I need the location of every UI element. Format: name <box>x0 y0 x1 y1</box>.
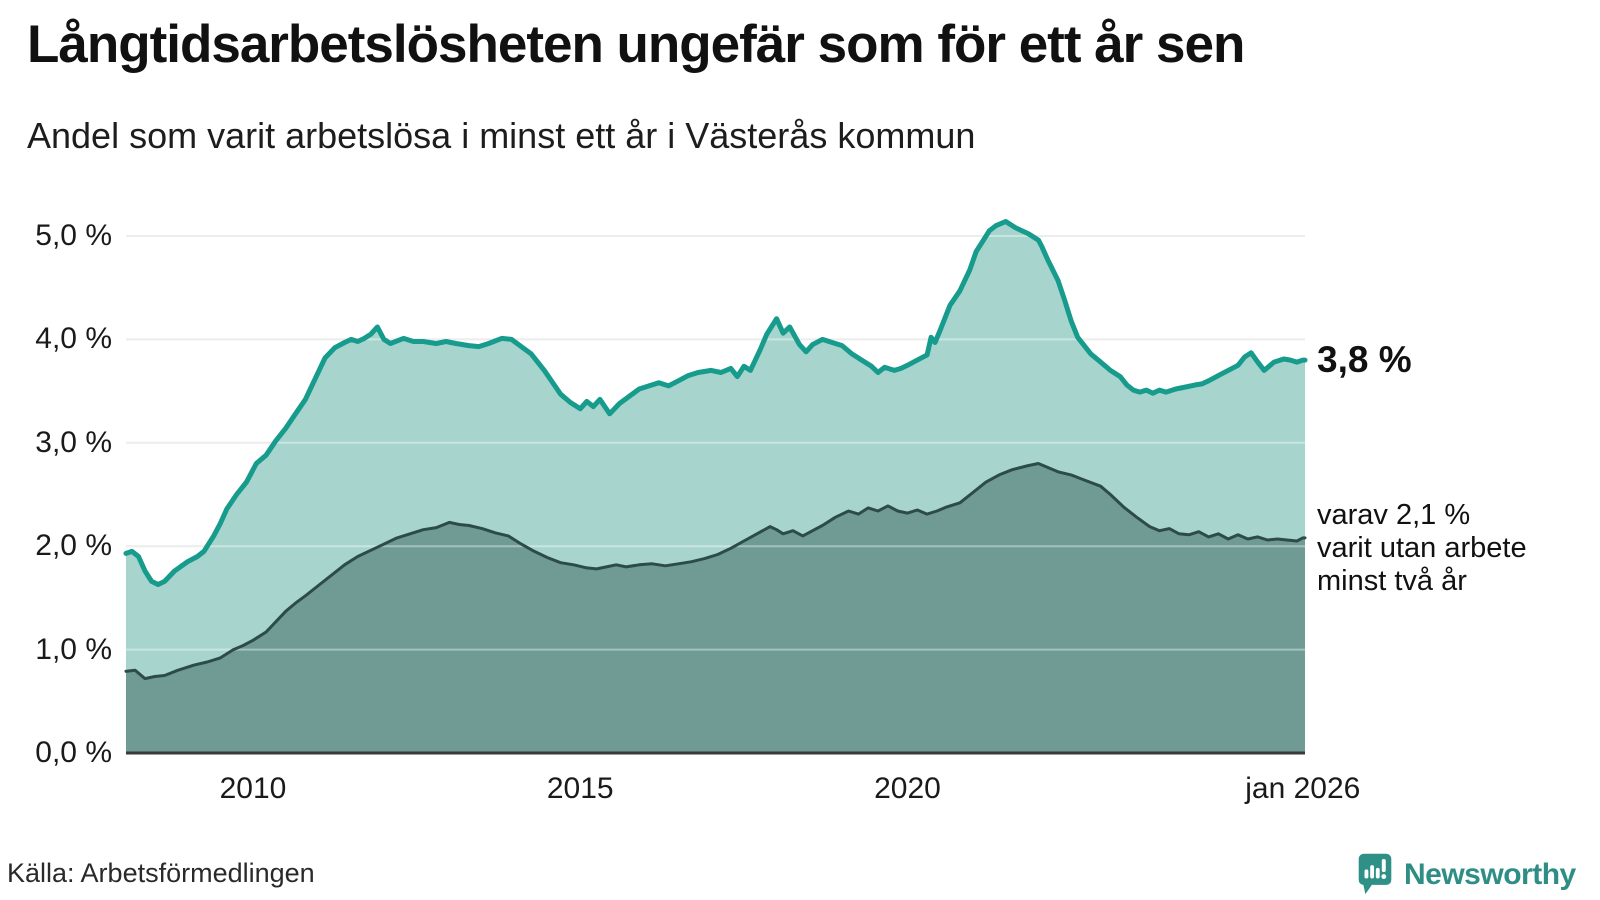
brand-name: Newsworthy <box>1404 858 1576 891</box>
bar-3 <box>1375 867 1380 879</box>
x-axis-label: jan 2026 <box>1245 772 1361 805</box>
exclamation-bar <box>1381 858 1386 873</box>
y-axis-label: 4,0 % <box>35 322 112 356</box>
y-axis-label: 5,0 % <box>35 219 112 252</box>
exclamation-dot <box>1381 874 1387 879</box>
two-year-series-line <box>124 462 1307 681</box>
total-series-end-value-label: 3,8 % <box>1317 339 1412 380</box>
page-title: Långtidsarbetslösheten ungefär som för e… <box>27 15 1245 74</box>
bar-1 <box>1364 869 1369 879</box>
total-series-line <box>123 219 1308 587</box>
x-axis-label: 2020 <box>874 772 941 805</box>
two-year-series-end-value-label: varav 2,1 % varit utan arbete minst två … <box>1317 499 1527 597</box>
source-note: Källa: Arbetsförmedlingen <box>7 858 315 888</box>
bar-2 <box>1370 865 1375 879</box>
newsworthy-logo-icon <box>1358 853 1392 895</box>
y-axis-label: 2,0 % <box>35 529 112 563</box>
speech-bubble-shape <box>1358 853 1392 895</box>
y-axis-label: 0,0 % <box>35 736 112 769</box>
newsworthy-brand: Newsworthy <box>1358 852 1576 898</box>
x-axis-label: 2015 <box>546 772 614 805</box>
two-year-area-fill <box>126 463 1305 753</box>
y-axis-label: 1,0 % <box>35 632 112 666</box>
page-subtitle: Andel som varit arbetslösa i minst ett å… <box>27 115 976 156</box>
x-axis-label: 2010 <box>219 772 287 805</box>
y-axis-label: 3,0 % <box>35 425 112 459</box>
